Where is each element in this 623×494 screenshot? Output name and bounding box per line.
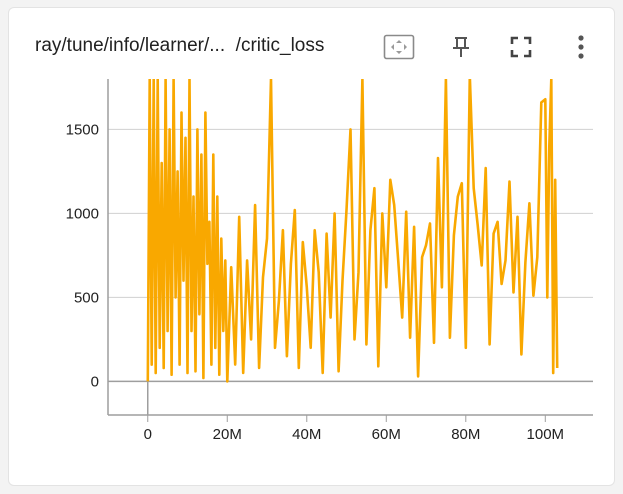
card-header: ray/tune/info/learner/... /critic_loss xyxy=(9,26,614,66)
y-tick-label: 1500 xyxy=(66,121,99,138)
y-tick-label: 0 xyxy=(91,373,99,390)
more-vert-icon xyxy=(578,35,584,59)
chart-card: ray/tune/info/learner/... /critic_loss xyxy=(8,7,615,486)
x-tick-label: 60M xyxy=(372,426,401,443)
fullscreen-button[interactable] xyxy=(504,30,538,64)
y-tick-label: 500 xyxy=(74,289,99,306)
pin-icon xyxy=(453,37,469,57)
x-tick-label: 0 xyxy=(144,426,152,443)
x-tick-label: 100M xyxy=(527,426,565,443)
card-title: ray/tune/info/learner/... /critic_loss xyxy=(35,35,324,57)
y-tick-label: 1000 xyxy=(66,205,99,222)
title-prefix: ray/tune/info/learner/... xyxy=(35,35,226,56)
chart-axes xyxy=(107,79,593,422)
fit-domain-button[interactable] xyxy=(382,30,416,64)
title-suffix: /critic_loss xyxy=(235,35,325,56)
more-options-button[interactable] xyxy=(564,30,598,64)
series-line xyxy=(146,79,559,383)
x-tick-label: 80M xyxy=(451,426,480,443)
fullscreen-icon xyxy=(510,36,532,58)
pin-button[interactable] xyxy=(444,30,478,64)
x-tick-label: 20M xyxy=(213,426,242,443)
tick-labels: 0 500 1000 1500 0 20M 40M 60M 80M 100M xyxy=(66,121,564,443)
x-tick-label: 40M xyxy=(292,426,321,443)
fit-domain-icon xyxy=(383,34,415,60)
plot-area xyxy=(146,79,559,383)
